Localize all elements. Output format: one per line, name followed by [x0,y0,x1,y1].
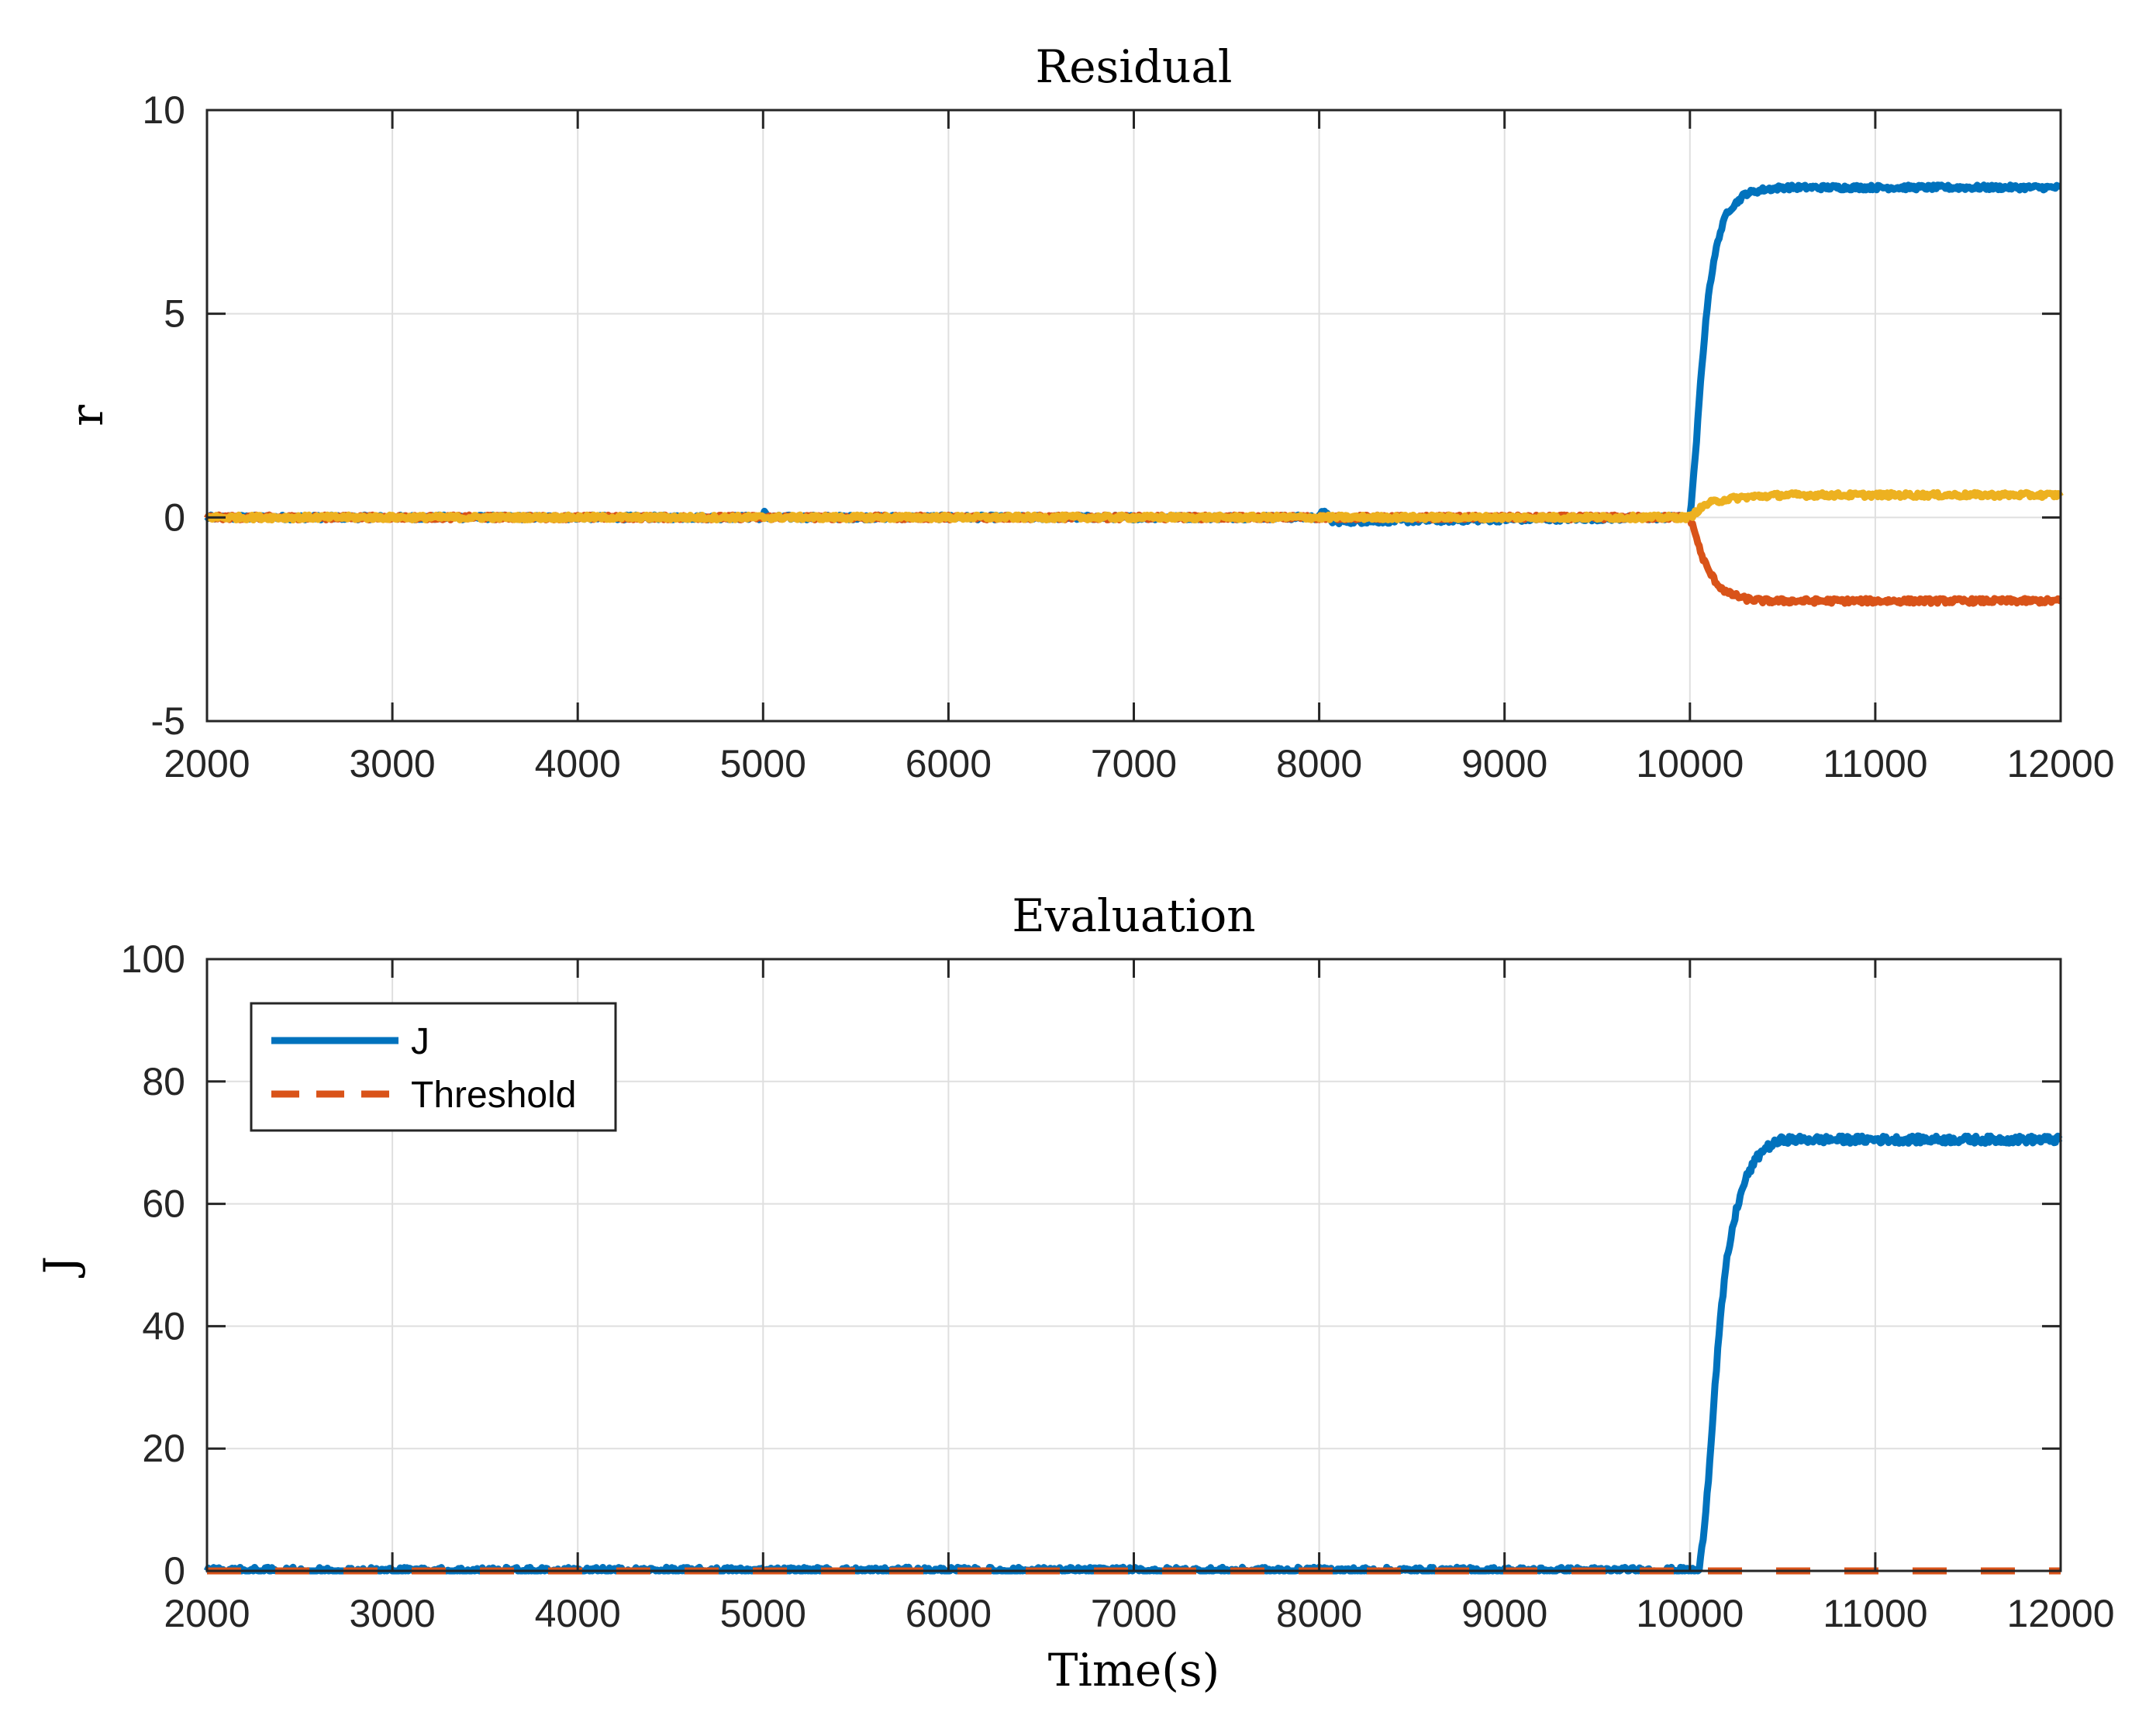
residual-ticks [205,109,2062,723]
x-tick-label: 6000 [906,742,992,785]
y-tick-label: 0 [164,1549,185,1593]
residual-y-tick-labels: -5 0 5 10 [142,88,185,743]
x-tick-label: 11000 [1823,1592,1927,1635]
y-tick-label: -5 [151,699,185,743]
x-tick-label: 9000 [1461,1592,1547,1635]
y-tick-label: 0 [164,495,185,539]
x-tick-label: 7000 [1091,742,1177,785]
y-tick-label: 60 [142,1182,185,1226]
legend-box [250,1002,617,1132]
y-tick-label: 10 [142,88,185,132]
x-tick-label: 3000 [349,742,435,785]
x-tick-label: 6000 [906,1592,992,1635]
x-tick-label: 8000 [1276,742,1362,785]
y-tick-label: 20 [142,1427,185,1470]
legend-label-threshold: Threshold [411,1075,576,1116]
x-tick-label: 8000 [1276,1592,1362,1635]
evaluation-y-tick-labels: 0 20 40 60 80 100 [121,937,185,1593]
x-tick-label: 4000 [535,742,621,785]
legend-label-j: J [411,1021,429,1062]
residual-panel: 2000 3000 4000 5000 6000 7000 8000 9000 10000 110… [60,40,2115,785]
x-tick-label: 12000 [2006,1592,2114,1635]
y-tick-label: 40 [142,1304,185,1348]
x-tick-label: 5000 [720,742,806,785]
y-tick-label: 5 [164,292,185,336]
x-tick-label: 3000 [349,1592,435,1635]
x-tick-label: 5000 [720,1592,806,1635]
residual-title: Residual [1036,40,1233,93]
evaluation-y-axis-label: J [34,1256,87,1278]
x-tick-label: 4000 [535,1592,621,1635]
x-tick-label: 2000 [164,1592,250,1635]
x-tick-label: 2000 [164,742,250,785]
residual-series [204,181,2064,607]
legend: J Threshold [250,1002,617,1132]
x-tick-label: 10000 [1636,1592,1744,1635]
x-tick-label: 7000 [1091,1592,1177,1635]
y-tick-label: 80 [142,1060,185,1103]
x-tick-label: 11000 [1823,742,1927,785]
evaluation-x-tick-labels: 2000 3000 4000 5000 6000 7000 8000 9000 10000 110… [164,1592,2114,1635]
residual-y-axis-label: r [60,405,113,426]
evaluation-x-axis-label: Time(s) [1048,1644,1220,1697]
x-tick-label: 12000 [2006,742,2114,785]
residual-grid [206,109,2061,722]
x-tick-label: 9000 [1461,742,1547,785]
residual-x-tick-labels: 2000 3000 4000 5000 6000 7000 8000 9000 10000 110… [164,742,2114,785]
x-tick-label: 10000 [1636,742,1744,785]
evaluation-panel: 2000 3000 4000 5000 6000 7000 8000 9000 10000 110… [34,889,2115,1697]
series-line-2 [205,488,2064,523]
y-tick-label: 100 [121,937,185,981]
evaluation-ticks [205,958,2062,1572]
evaluation-title: Evaluation [1012,889,1255,942]
